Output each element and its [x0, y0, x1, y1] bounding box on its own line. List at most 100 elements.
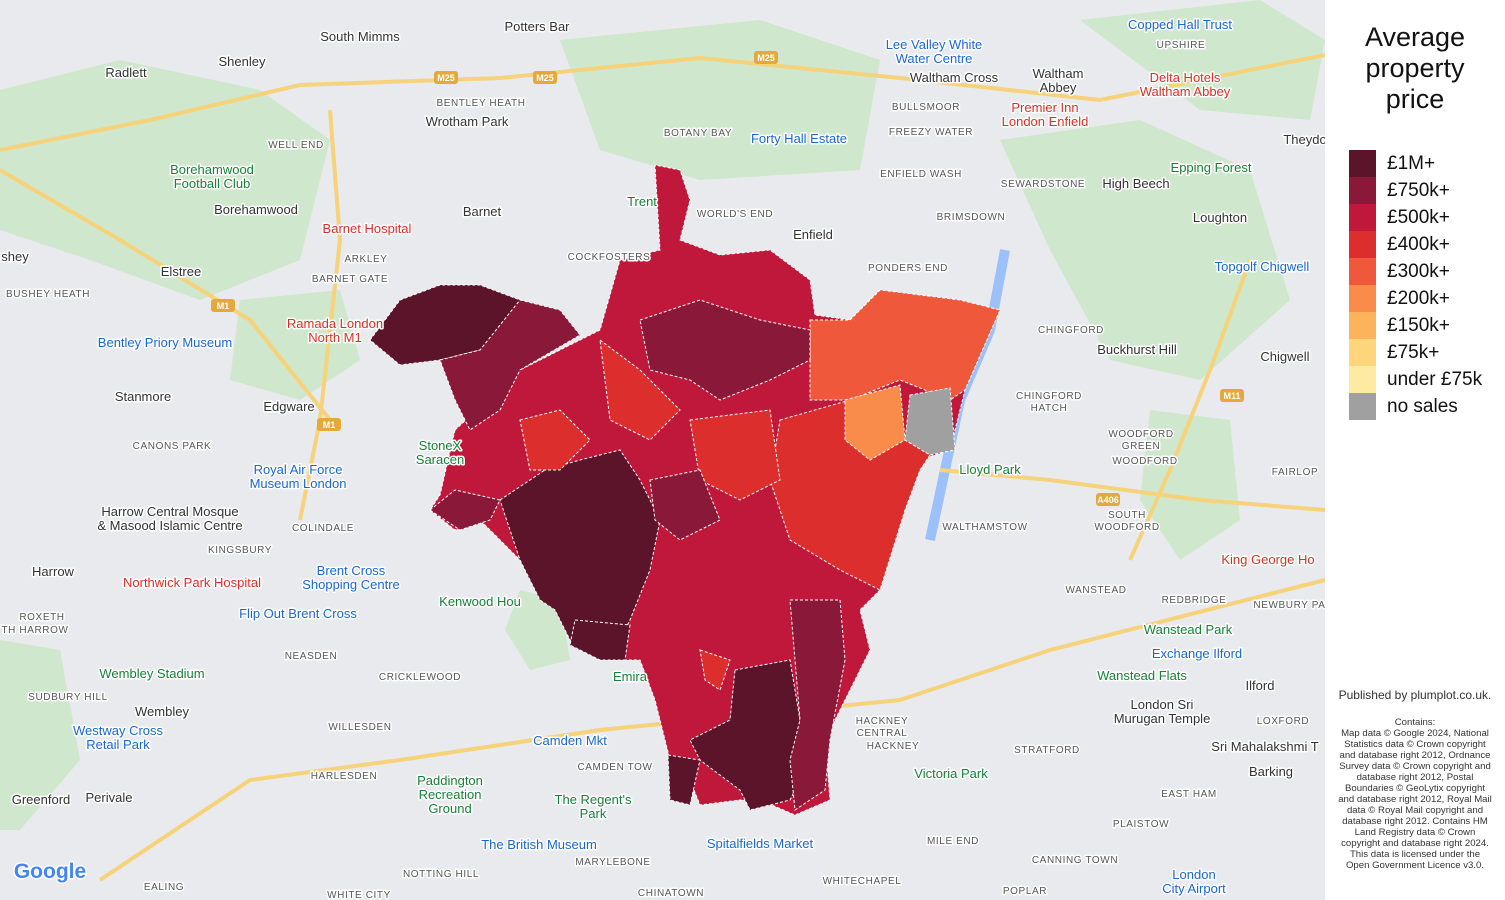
label-line: Murugan Temple	[1114, 711, 1211, 726]
place-label: Potters Bar	[504, 19, 570, 34]
place-label: WALTHAMSTOW	[942, 522, 1027, 533]
legend-title: Average property price	[1364, 22, 1466, 114]
label-line: EAST HAM	[1161, 789, 1217, 800]
attribution-line: This data is licensed under the	[1349, 849, 1481, 860]
label-line: A406	[1097, 495, 1119, 505]
attribution-line: and database right 2012, Royal Mail	[1338, 794, 1492, 805]
label-line: Saracen	[416, 452, 464, 467]
label-line: Bentley Priory Museum	[98, 335, 232, 350]
legend-item: £750k+	[1349, 177, 1482, 204]
road-label: M11	[1223, 391, 1240, 401]
place-label: Wembley	[135, 704, 189, 719]
place-label: Loughton	[1193, 210, 1247, 225]
place-label: Shenley	[219, 54, 266, 69]
legend-item: £400k+	[1349, 231, 1482, 258]
label-line: EALING	[144, 882, 184, 893]
place-label: NEWBURY PARK	[1253, 600, 1325, 611]
place-label: The Regent's Park	[555, 792, 632, 821]
place-label: Kenwood Hou	[439, 594, 521, 609]
place-label: Barking	[1249, 764, 1293, 779]
place-label: WHITE CITY	[327, 890, 391, 900]
label-line: BOTANY BAY	[664, 128, 732, 139]
place-label: Radlett	[105, 65, 147, 80]
label-line: Royal Air Force	[254, 462, 343, 477]
label-line: Kenwood Hou	[439, 594, 521, 609]
label-line: BUSHEY HEATH	[6, 289, 90, 300]
place-label: Borehamwood	[214, 202, 298, 217]
place-label: BUSHEY HEATH	[6, 289, 90, 300]
label-line: WOODFORD	[1094, 522, 1159, 533]
place-label: PONDERS END	[868, 263, 948, 274]
label-line: M1	[323, 420, 336, 430]
place-label: WANSTEAD	[1065, 585, 1126, 596]
place-label: Sri Mahalakshmi T	[1211, 739, 1318, 754]
label-line: Wrotham Park	[426, 114, 509, 129]
place-label: KINGSBURY	[208, 545, 272, 556]
place-label: Enfield	[793, 227, 833, 242]
legend-label: £300k+	[1387, 260, 1450, 282]
place-label: Lloyd Park	[959, 462, 1021, 477]
side-panel: Average property price £1M+ £750k+ £500k+ £…	[1325, 0, 1505, 900]
label-line: South Mimms	[320, 29, 400, 44]
place-label: SOUTH WOODFORD	[1094, 510, 1159, 533]
legend-label: £500k+	[1387, 206, 1450, 228]
legend-label: £200k+	[1387, 287, 1450, 309]
label-line: Water Centre	[896, 51, 973, 66]
label-line: The British Museum	[481, 837, 597, 852]
legend-item: no sales	[1349, 393, 1482, 420]
place-label: UPSHIRE	[1157, 40, 1206, 51]
place-label: Borehamwood Football Club	[170, 162, 254, 191]
attribution-line: data © Royal Mail copyright and	[1346, 805, 1484, 816]
place-label: CHINGFORD HATCH	[1016, 391, 1082, 414]
place-label: NEASDEN	[285, 651, 338, 662]
label-line: Paddington	[417, 773, 483, 788]
place-label: STRATFORD	[1014, 745, 1080, 756]
place-label: Stanmore	[115, 389, 171, 404]
place-label: COLINDALE	[292, 523, 354, 534]
place-label: WOODFORD GREEN	[1108, 429, 1173, 452]
label-line: Park	[580, 806, 607, 821]
place-label: Wrotham Park	[426, 114, 509, 129]
label-line: UPSHIRE	[1157, 40, 1206, 51]
road-shield	[754, 51, 778, 64]
place-label: HACKNEY CENTRAL	[856, 716, 909, 739]
label-line: Loughton	[1193, 210, 1247, 225]
place-label: WELL END	[268, 140, 324, 151]
place-label: NOTTING HILL	[403, 869, 479, 880]
place-label: CANONS PARK	[133, 441, 212, 452]
place-label: LOXFORD	[1257, 716, 1310, 727]
publisher: Published by plumplot.co.uk.	[1338, 688, 1492, 702]
label-line: CHINGFORD	[1038, 325, 1104, 336]
place-label: Delta Hotels Waltham Abbey	[1140, 70, 1231, 99]
place-label: FAIRLOP	[1272, 467, 1318, 478]
label-line: NEWBURY PARK	[1253, 600, 1325, 611]
attribution-line: Survey data © Crown copyright and	[1339, 761, 1491, 772]
label-line: Recreation	[419, 787, 482, 802]
label-line: SOUTH	[1108, 510, 1146, 521]
label-line: HATCH	[1031, 403, 1068, 414]
place-label: PLAISTOW	[1113, 819, 1169, 830]
legend-swatch	[1349, 231, 1376, 258]
label-line: Radlett	[105, 65, 147, 80]
label-line: Sri Mahalakshmi T	[1211, 739, 1318, 754]
place-label: Waltham Abbey	[1033, 66, 1084, 95]
place-label: Topgolf Chigwell	[1215, 259, 1310, 274]
place-label: MILE END	[927, 836, 979, 847]
map: Potters Bar South Mimms Radlett Shenley Walt…	[0, 0, 1325, 900]
legend-swatch	[1349, 366, 1376, 393]
attribution-line: Map data © Google 2024, National	[1341, 728, 1489, 739]
label-line: SUDBURY HILL	[28, 692, 108, 703]
label-line: CANNING TOWN	[1032, 855, 1118, 866]
label-line: HARLESDEN	[311, 771, 378, 782]
label-line: Ramada London	[287, 316, 383, 331]
label-line: CAMDEN TOW	[577, 762, 652, 773]
label-line: PONDERS END	[868, 263, 948, 274]
road-shield	[1220, 389, 1244, 402]
label-line: Perivale	[86, 790, 133, 805]
place-label: Paddington Recreation Ground	[417, 773, 483, 816]
label-line: Waltham Abbey	[1140, 84, 1231, 99]
place-label: Wanstead Flats	[1097, 668, 1187, 683]
place-label: BRIMSDOWN	[937, 212, 1006, 223]
road-shield	[533, 71, 557, 84]
place-label: TH HARROW	[1, 625, 68, 636]
